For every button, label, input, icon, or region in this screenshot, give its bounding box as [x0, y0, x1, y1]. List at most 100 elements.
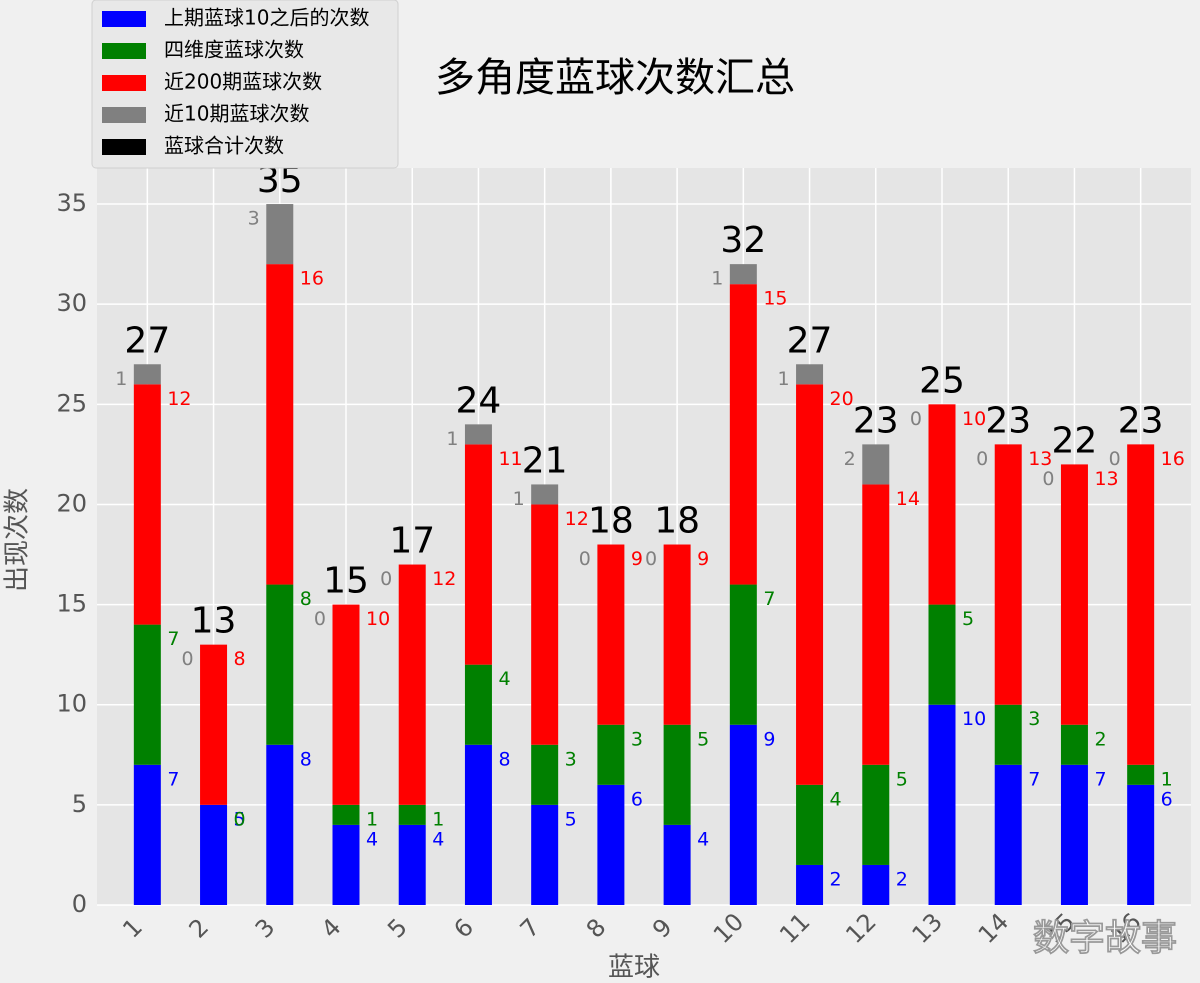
value-label: 2 — [896, 868, 908, 890]
total-label: 21 — [522, 440, 568, 481]
value-label: 10 — [962, 408, 986, 430]
bar-segment — [464, 444, 492, 665]
value-label: 4 — [432, 828, 444, 850]
bar-segment — [928, 404, 956, 605]
bar-segment — [663, 824, 691, 905]
bar-segment — [531, 504, 559, 745]
value-label: 5 — [565, 808, 577, 830]
value-label: 10 — [366, 608, 390, 630]
legend-swatch — [102, 75, 146, 91]
bar-segment — [133, 384, 161, 625]
y-tick-label: 25 — [56, 389, 87, 417]
value-label: 0 — [910, 408, 922, 430]
total-label: 27 — [787, 320, 833, 361]
plot-area — [97, 168, 1191, 905]
value-label: 12 — [565, 508, 589, 530]
bar-segment — [531, 744, 559, 805]
y-axis-label: 出现次数 — [3, 488, 33, 592]
value-label: 0 — [380, 568, 392, 590]
total-label: 27 — [124, 320, 170, 361]
value-label: 7 — [167, 628, 179, 650]
value-label: 13 — [1028, 448, 1052, 470]
total-label: 22 — [1052, 420, 1098, 461]
legend-label: 蓝球合计次数 — [164, 134, 284, 158]
bar-segment — [862, 864, 890, 905]
bar-segment — [663, 544, 691, 725]
total-label: 23 — [1118, 400, 1164, 441]
y-tick-label: 15 — [56, 590, 87, 618]
bar-segment — [994, 704, 1022, 765]
bar-segment — [1060, 724, 1088, 765]
bar-segment — [729, 284, 757, 585]
y-tick-label: 35 — [56, 189, 87, 217]
value-label: 0 — [976, 448, 988, 470]
value-label: 4 — [830, 788, 842, 810]
value-label: 9 — [631, 548, 643, 570]
legend-label: 近200期蓝球次数 — [164, 70, 322, 94]
bar-segment — [862, 764, 890, 865]
legend-label: 近10期蓝球次数 — [164, 102, 309, 126]
bar-segment — [398, 564, 426, 805]
total-label: 15 — [323, 561, 369, 602]
bar-segment — [597, 724, 625, 785]
bar-segment — [200, 804, 228, 905]
bar-segment — [994, 764, 1022, 905]
bar-segment — [729, 584, 757, 725]
bar-segment — [1127, 444, 1155, 765]
value-label: 3 — [1028, 708, 1040, 730]
value-label: 1 — [513, 488, 525, 510]
value-label: 15 — [763, 288, 787, 310]
value-label: 8 — [234, 648, 246, 670]
bar-segment — [266, 744, 294, 905]
value-label: 2 — [844, 448, 856, 470]
value-label: 5 — [896, 768, 908, 790]
value-label: 6 — [631, 788, 643, 810]
bar-segment — [796, 784, 824, 865]
bar-segment — [862, 444, 890, 485]
y-tick-label: 10 — [56, 690, 87, 718]
value-label: 8 — [300, 588, 312, 610]
total-label: 18 — [654, 501, 700, 542]
x-axis-label: 蓝球 — [608, 953, 660, 983]
total-label: 18 — [588, 501, 634, 542]
value-label: 3 — [248, 208, 260, 230]
bar-segment — [1060, 764, 1088, 905]
bar-segment — [928, 604, 956, 705]
bar-segment — [531, 484, 559, 505]
value-label: 7 — [763, 588, 775, 610]
bar-segment — [332, 604, 360, 805]
bar-segment — [398, 824, 426, 905]
value-label: 0 — [579, 548, 591, 570]
value-label: 14 — [896, 488, 920, 510]
total-label: 32 — [720, 220, 766, 261]
value-label: 7 — [1028, 768, 1040, 790]
legend-swatch — [102, 139, 146, 155]
value-label: 4 — [366, 828, 378, 850]
bar-segment — [464, 664, 492, 745]
bar-segment — [266, 264, 294, 585]
bar-segment — [266, 584, 294, 745]
value-label: 1 — [446, 428, 458, 450]
bar-segment — [1127, 784, 1155, 905]
bar-segment — [862, 484, 890, 765]
value-label: 12 — [167, 388, 191, 410]
value-label: 4 — [697, 828, 709, 850]
y-tick-label: 30 — [56, 289, 87, 317]
value-label: 0 — [1042, 468, 1054, 490]
value-label: 1 — [777, 368, 789, 390]
bar-segment — [200, 644, 228, 805]
bar-segment — [1127, 764, 1155, 785]
value-label: 20 — [830, 388, 854, 410]
chart-title: 多角度蓝球次数汇总 — [435, 55, 795, 101]
bar-segment — [796, 864, 824, 905]
bar-segment — [398, 804, 426, 825]
bar-segment — [796, 364, 824, 385]
legend-box — [91, 0, 399, 169]
bar-segment — [464, 424, 492, 445]
value-label: 9 — [763, 728, 775, 750]
value-label: 5 — [234, 808, 246, 830]
value-label: 2 — [1094, 728, 1106, 750]
bars — [133, 204, 1155, 905]
value-label: 0 — [1109, 448, 1121, 470]
